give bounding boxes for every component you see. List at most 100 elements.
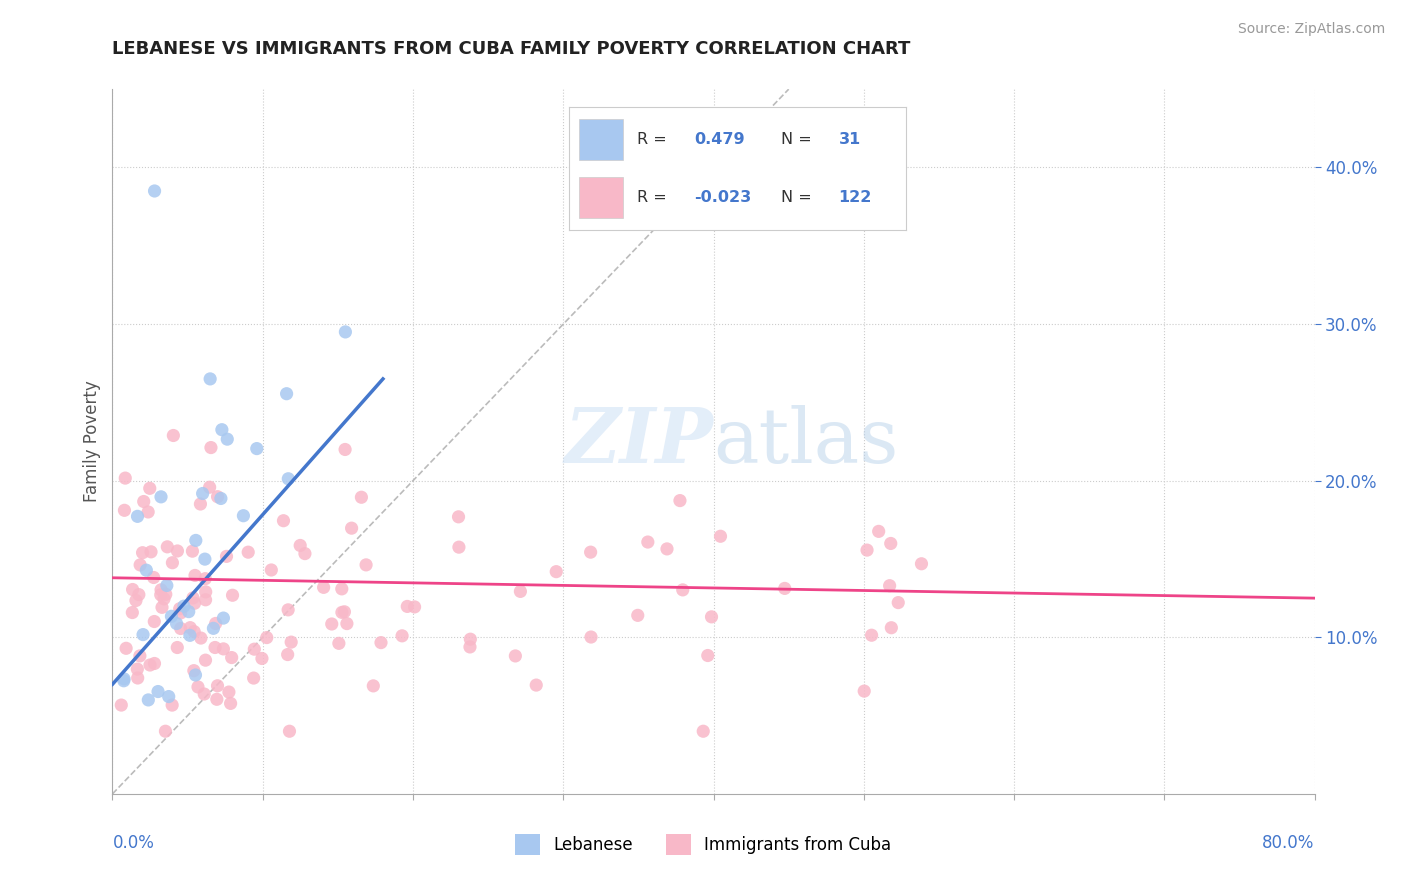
Point (212, 641, 235, 656)
Point (880, 536, 903, 550)
Point (156, 578, 179, 592)
Point (280, 635, 302, 649)
Point (273, 514, 295, 528)
Point (627, 608, 650, 623)
Point (131, 546, 153, 560)
Point (129, 558, 152, 572)
Point (853, 684, 876, 698)
Point (110, 698, 132, 712)
Point (139, 658, 162, 673)
Text: LEBANESE VS IMMIGRANTS FROM CUBA FAMILY POVERTY CORRELATION CHART: LEBANESE VS IMMIGRANTS FROM CUBA FAMILY … (112, 40, 911, 58)
Point (160, 609, 183, 624)
Point (136, 505, 159, 519)
Point (150, 600, 173, 615)
Point (143, 657, 166, 671)
Point (142, 570, 165, 584)
Point (509, 584, 531, 599)
Point (277, 472, 299, 486)
Point (335, 325, 357, 339)
Point (139, 481, 162, 495)
Point (162, 556, 184, 570)
Point (460, 632, 482, 647)
Point (340, 521, 363, 535)
Point (243, 642, 266, 657)
Point (194, 585, 217, 599)
Point (363, 679, 385, 693)
Point (198, 480, 221, 494)
Point (205, 692, 228, 706)
Point (114, 503, 136, 517)
Point (218, 685, 240, 699)
Point (128, 648, 150, 663)
Point (184, 668, 207, 682)
Point (333, 442, 356, 457)
Point (212, 611, 235, 625)
Text: atlas: atlas (713, 405, 898, 478)
Point (546, 565, 568, 579)
Point (209, 491, 232, 506)
Point (112, 672, 135, 686)
Point (354, 558, 377, 572)
Point (194, 552, 217, 566)
Point (139, 545, 162, 559)
Point (277, 648, 299, 662)
Point (207, 490, 229, 504)
Point (290, 539, 312, 553)
Point (115, 641, 138, 656)
Point (336, 616, 359, 631)
Point (370, 635, 392, 649)
Point (391, 629, 413, 643)
Point (276, 386, 298, 401)
Point (219, 697, 242, 711)
Point (700, 610, 723, 624)
Point (143, 615, 166, 629)
Point (655, 541, 678, 556)
Point (157, 690, 180, 704)
Point (160, 698, 183, 712)
Point (187, 680, 209, 694)
Point (330, 606, 353, 620)
Point (166, 640, 188, 655)
Point (127, 662, 149, 676)
Point (312, 580, 335, 594)
Point (156, 540, 179, 554)
Point (260, 563, 283, 577)
Point (190, 497, 212, 511)
Point (184, 568, 207, 582)
Point (404, 599, 426, 614)
Point (181, 544, 204, 558)
Point (127, 671, 149, 685)
Point (333, 605, 356, 619)
Point (173, 599, 195, 614)
Point (672, 582, 695, 597)
Point (709, 529, 731, 543)
Point (179, 628, 201, 642)
Point (887, 596, 910, 610)
Point (143, 184, 166, 198)
Point (135, 563, 157, 577)
Point (136, 693, 159, 707)
Point (198, 372, 221, 386)
Point (669, 493, 692, 508)
Point (238, 545, 260, 559)
Point (194, 572, 217, 586)
Point (637, 535, 659, 549)
Point (692, 724, 714, 739)
Point (447, 509, 470, 524)
Point (868, 524, 890, 539)
Point (132, 627, 155, 641)
Point (181, 591, 204, 605)
Point (860, 628, 883, 642)
Point (458, 640, 481, 654)
Point (155, 724, 177, 739)
Point (183, 664, 205, 678)
Point (278, 724, 301, 739)
Point (112, 673, 135, 688)
Point (207, 679, 229, 693)
Point (125, 593, 148, 607)
Point (128, 588, 150, 602)
Point (330, 582, 353, 596)
Point (183, 624, 205, 639)
Point (166, 544, 188, 558)
Point (217, 432, 239, 446)
